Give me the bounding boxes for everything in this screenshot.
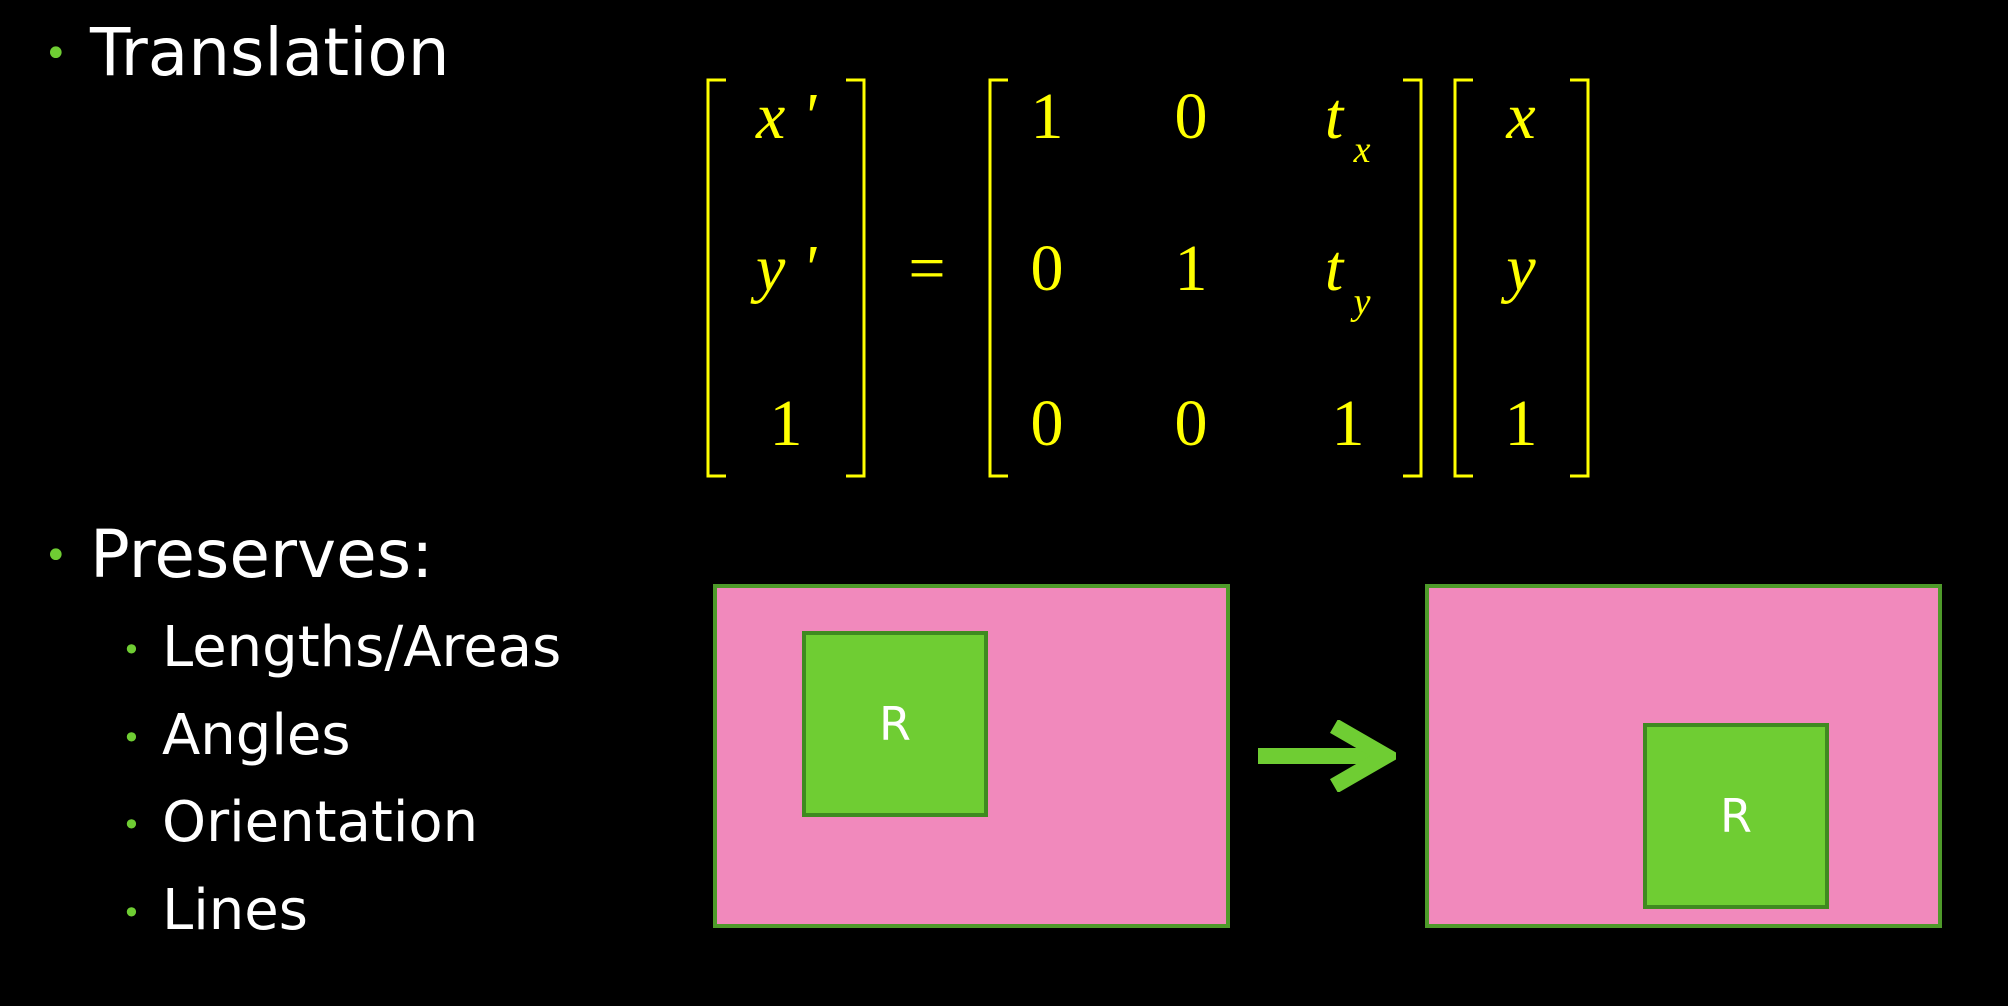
rhs-vector-brackets: [1453, 78, 1590, 478]
sub-bullet-text: Lengths/Areas: [162, 615, 562, 680]
sub-bullet-dot-icon: •: [122, 719, 141, 757]
sub-bullet-lengths-areas: • Lengths/Areas: [122, 620, 561, 676]
after-panel: R: [1425, 584, 1942, 928]
before-square: R: [802, 631, 988, 817]
lhs-entry-x-prime: x ': [755, 80, 818, 153]
matrix-cell: 0: [1031, 387, 1064, 460]
matrix-cell: 1: [1031, 80, 1064, 153]
rhs-entry-y: y: [1500, 232, 1536, 305]
matrix-cell-subscript: y: [1350, 281, 1371, 323]
equals-sign: =: [908, 232, 945, 305]
sub-bullet-text: Orientation: [162, 790, 479, 855]
matrix-cell: 0: [1175, 80, 1208, 153]
rhs-entry-x: x: [1505, 80, 1535, 153]
sub-bullet-dot-icon: •: [122, 631, 141, 669]
matrix-cell: 0: [1175, 387, 1208, 460]
matrix-cell: 1: [1175, 232, 1208, 305]
sub-bullet-dot-icon: •: [122, 894, 141, 932]
bullet-dot-icon: •: [44, 31, 68, 77]
matrix-cell: 1: [1332, 387, 1365, 460]
after-square-label: R: [1720, 789, 1752, 843]
bullet-dot-icon: •: [44, 533, 68, 579]
lhs-vector-brackets: [706, 78, 866, 478]
sub-bullet-orientation: • Orientation: [122, 795, 478, 851]
sub-bullet-angles: • Angles: [122, 708, 351, 764]
before-square-label: R: [879, 697, 911, 751]
bullet-translation: • Translation: [44, 20, 450, 86]
matrix-cell: 0: [1031, 232, 1064, 305]
matrix-cell-subscript: x: [1353, 129, 1371, 171]
sub-bullet-dot-icon: •: [122, 806, 141, 844]
lhs-entry-y-prime: y ': [750, 232, 818, 305]
matrix-cell-t: t: [1325, 80, 1345, 153]
lhs-entry-one: 1: [770, 387, 803, 460]
sub-bullet-lines: • Lines: [122, 883, 308, 939]
bullet-preserves: • Preserves:: [44, 522, 433, 588]
sub-bullet-text: Lines: [162, 878, 308, 943]
right-arrow-icon: [1258, 720, 1396, 792]
rhs-entry-one: 1: [1505, 387, 1538, 460]
transform-matrix-brackets: [988, 78, 1423, 478]
matrix-cell-t: t: [1325, 232, 1345, 305]
before-panel: R: [713, 584, 1230, 928]
bullet-translation-text: Translation: [90, 14, 450, 91]
sub-bullet-text: Angles: [162, 703, 351, 768]
bullet-preserves-text: Preserves:: [90, 516, 434, 593]
after-square: R: [1643, 723, 1829, 909]
